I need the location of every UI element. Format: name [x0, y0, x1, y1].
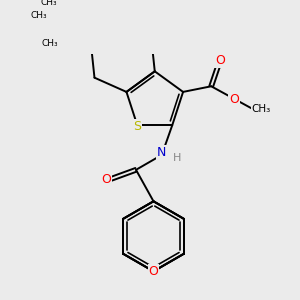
Text: H: H	[173, 153, 182, 163]
Text: CH₃: CH₃	[40, 0, 57, 7]
Text: N: N	[157, 146, 167, 159]
Text: O: O	[215, 54, 225, 67]
Text: CH₃: CH₃	[42, 39, 58, 48]
Text: S: S	[133, 120, 141, 134]
Text: O: O	[101, 173, 111, 187]
Text: O: O	[230, 93, 239, 106]
Text: O: O	[148, 265, 158, 278]
Text: CH₃: CH₃	[251, 104, 271, 114]
Text: CH₃: CH₃	[30, 11, 47, 20]
